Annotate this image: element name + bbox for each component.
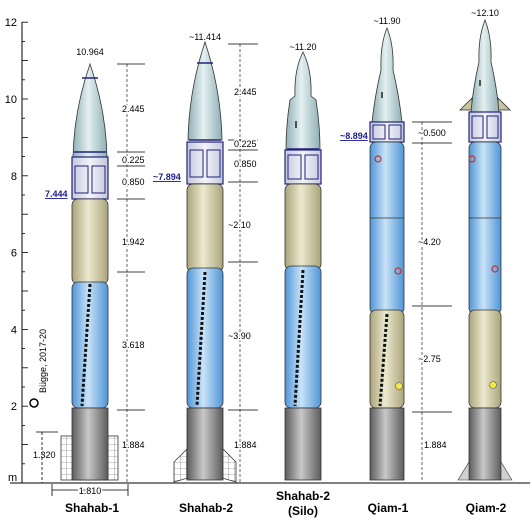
axis-tick-label: 6	[11, 248, 17, 260]
section-length: 2.445	[122, 104, 145, 114]
guidance-section	[186, 141, 224, 185]
base-height-label: 1.320	[33, 450, 56, 460]
axis-unit: m	[8, 472, 17, 484]
rocket-qiam-2: ~12.10 Qiam-2	[457, 8, 513, 515]
axis-tick-label: 4	[11, 324, 17, 336]
rocket-name: Qiam-2	[466, 501, 507, 515]
warhead	[285, 51, 321, 151]
section-length: ~4.20	[418, 237, 441, 247]
section-length: ~0.500	[418, 128, 446, 138]
y-axis: 2 4 6 8 10 12 m	[5, 17, 530, 484]
base-dimensions: 1.320 1.810	[33, 431, 129, 498]
engine-section	[369, 407, 405, 481]
dimensions-shahab-2: 2.445 0.225 0.850 ~2.10 ~3.90 1.884	[227, 43, 258, 482]
rocket-top-label: ~11.20	[289, 42, 316, 52]
engine-section	[71, 407, 109, 481]
separation-marker: ~8.894	[340, 131, 368, 141]
engine-section	[186, 407, 224, 481]
section-length: 2.445	[234, 87, 257, 97]
warhead	[470, 18, 500, 113]
rocket-name: Qiam-1	[368, 501, 409, 515]
rocket-top-label: ~11.90	[373, 16, 400, 26]
rocket-qiam-1: ~11.90 ~8.894 Qiam-1	[340, 16, 409, 515]
rocket-name: Shahab-2	[179, 501, 233, 515]
section-length: 0.850	[234, 159, 257, 169]
warhead	[371, 26, 403, 123]
section-length: 1.884	[234, 440, 257, 450]
rocket-shahab-2: ~11.414 ~7.894 Shahab-2	[153, 32, 237, 515]
section-length: 1.942	[122, 237, 145, 247]
dimensions-qiam-1: ~0.500 ~4.20 ~2.75 1.884	[412, 121, 452, 482]
rocket-top-label: 10.964	[76, 47, 104, 57]
rocket-shahab-2-silo: ~11.20 Shahab-2 (Silo)	[276, 42, 330, 518]
rocket-shahab-1: 10.964 7.444 Shahab-1	[45, 47, 119, 515]
section-length: 1.884	[122, 440, 145, 450]
rocket-name: Shahab-1	[65, 501, 119, 515]
guidance-section	[468, 111, 502, 143]
separation-marker: ~7.894	[153, 172, 181, 182]
guidance-section	[71, 156, 109, 200]
rocket-subname: (Silo)	[288, 504, 318, 518]
fuel-tank	[71, 198, 109, 285]
section-length: 1.884	[424, 440, 447, 450]
dimensions-shahab-1: 2.445 0.225 0.850 1.942 3.618 1.884	[117, 63, 146, 482]
section-length: 0.225	[234, 139, 257, 149]
oxidizer-tank	[468, 141, 502, 315]
copyright-icon	[29, 398, 39, 408]
axis-tick-label: 2	[11, 401, 17, 413]
section-length: 0.225	[122, 155, 145, 165]
section-length: ~2.75	[418, 354, 441, 364]
rocket-name: Shahab-2	[276, 489, 330, 503]
rocket-top-label: ~11.414	[189, 32, 221, 42]
engine-section	[468, 407, 502, 481]
section-length: ~3.90	[228, 331, 251, 341]
axis-tick-label: 10	[5, 94, 17, 106]
fuel-tank	[284, 183, 322, 271]
rocket-top-label: ~12.10	[471, 8, 499, 18]
credit-text: Bügge, 2017-20	[38, 329, 48, 393]
oxidizer-tank	[369, 141, 405, 315]
axis-tick-label: 8	[11, 171, 17, 183]
fuel-tank	[186, 183, 224, 273]
fuel-tank	[468, 309, 502, 409]
section-length: 0.850	[122, 177, 145, 187]
section-length: 3.618	[122, 340, 145, 350]
credit: Bügge, 2017-20	[29, 329, 48, 408]
warhead	[187, 40, 223, 141]
base-diameter-label: 1.810	[79, 486, 102, 496]
section-length: ~2.10	[228, 220, 251, 230]
axis-tick-label: 12	[5, 17, 17, 29]
engine-section	[284, 407, 322, 481]
separation-marker: 7.444	[45, 189, 68, 199]
